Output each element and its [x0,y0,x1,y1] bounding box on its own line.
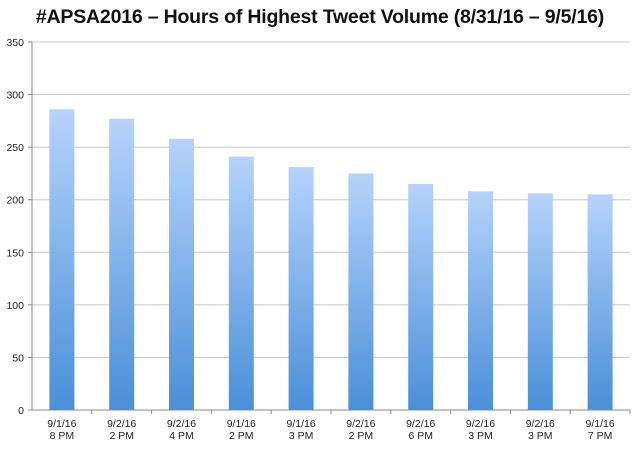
y-tick-label: 200 [6,195,24,207]
x-tick-label: 9/1/16 8 PM [47,418,76,442]
x-tick-label: 9/1/16 7 PM [585,418,614,442]
x-tick-label-line: 7 PM [588,430,613,442]
x-tick-label-line: 4 PM [169,430,194,442]
bar [408,183,434,410]
bar [228,156,254,410]
x-tick-label-line: 6 PM [408,430,433,442]
x-tick-label-line: 2 PM [229,430,254,442]
y-tick-label: 100 [6,300,24,312]
x-tick-label-line: 9/2/16 [167,418,196,430]
x-tick-label-line: 9/1/16 [286,418,315,430]
x-tick-label: 9/1/16 3 PM [286,418,315,442]
y-tick-label: 350 [6,37,24,49]
x-tick-label: 9/2/16 2 PM [346,418,375,442]
y-tick-label: 250 [6,142,24,154]
x-tick-label-line: 9/2/16 [346,418,375,430]
x-tick-label-line: 2 PM [349,430,374,442]
bar [288,167,314,410]
chart-title: #APSA2016 – Hours of Highest Tweet Volum… [35,6,605,28]
x-tick-label: 9/2/16 4 PM [167,418,196,442]
x-tick-label-line: 9/1/16 [47,418,76,430]
bar [169,138,194,410]
bars [49,109,613,411]
x-tick-label-line: 9/2/16 [406,418,435,430]
x-tick-label-line: 9/1/16 [227,418,256,430]
y-tick-label: 150 [6,247,24,259]
y-tick-label: 300 [6,90,24,102]
x-tick-label-line: 9/2/16 [466,418,495,430]
x-tick-label: 9/2/16 3 PM [466,418,495,442]
bar [49,109,75,410]
x-tick-label-line: 3 PM [468,430,493,442]
x-tick-label-line: 3 PM [528,430,553,442]
x-tick-label-line: 3 PM [289,430,314,442]
y-tick-label: 50 [12,352,24,364]
bar [527,193,553,410]
bar [587,194,613,410]
x-tick-label-line: 8 PM [50,430,75,442]
y-tick-label: 0 [18,405,24,417]
bar [109,118,135,411]
bar [468,191,493,410]
bar [348,173,374,410]
x-tick-label-line: 9/2/16 [107,418,136,430]
x-tick-label: 9/1/16 2 PM [227,418,256,442]
x-tick-label-line: 9/2/16 [526,418,555,430]
x-tick-label: 9/2/16 2 PM [107,418,136,442]
x-tick-label-line: 9/1/16 [585,418,614,430]
x-tick-label: 9/2/16 3 PM [526,418,555,442]
x-tick-label-line: 2 PM [109,430,134,442]
axes [28,41,631,414]
x-tick-label: 9/2/16 6 PM [406,418,435,442]
